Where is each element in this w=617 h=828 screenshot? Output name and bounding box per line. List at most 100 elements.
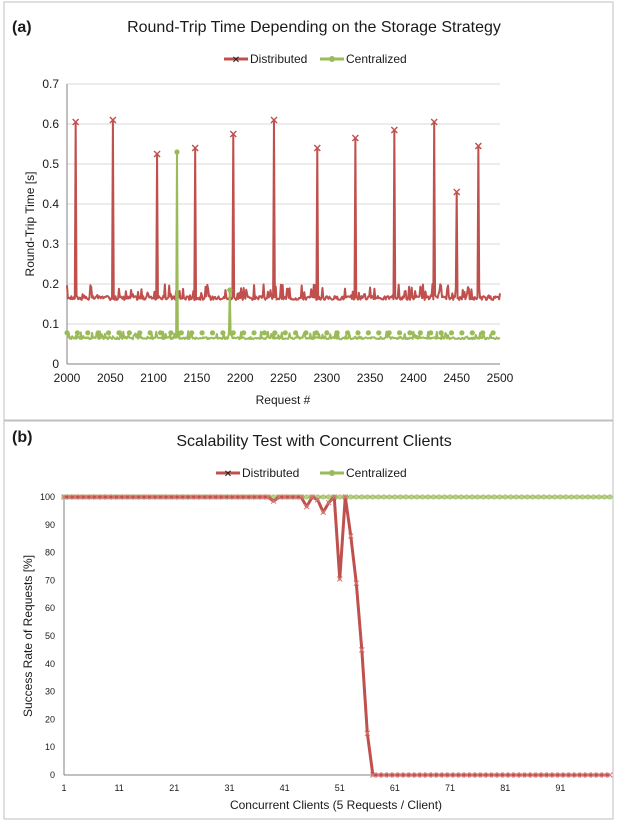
data-point bbox=[215, 494, 222, 500]
data-point bbox=[546, 494, 552, 500]
x-tick-label: 31 bbox=[224, 783, 234, 793]
data-point bbox=[126, 330, 132, 336]
panel-a-x-axis-label: Request # bbox=[256, 393, 311, 407]
data-point bbox=[551, 772, 558, 778]
data-point bbox=[189, 330, 195, 336]
data-point bbox=[320, 494, 326, 500]
data-point bbox=[403, 772, 409, 778]
data-point bbox=[204, 494, 211, 500]
data-point bbox=[64, 330, 70, 336]
data-point bbox=[99, 494, 106, 500]
data-point bbox=[292, 494, 299, 500]
data-point bbox=[287, 494, 293, 500]
data-point bbox=[342, 494, 349, 500]
data-point bbox=[314, 496, 321, 503]
data-point bbox=[381, 772, 387, 778]
x-tick-label: 21 bbox=[169, 783, 179, 793]
data-point bbox=[574, 772, 580, 778]
y-tick-label: 40 bbox=[45, 659, 55, 669]
data-point bbox=[502, 772, 509, 778]
data-point bbox=[220, 330, 226, 336]
data-point bbox=[419, 772, 426, 778]
panel-a-y-tick-labels: 0 0.1 0.2 0.3 0.4 0.5 0.6 0.7 bbox=[42, 77, 59, 371]
data-point bbox=[491, 494, 497, 500]
data-point bbox=[358, 647, 365, 653]
data-point bbox=[497, 494, 503, 500]
series-line bbox=[64, 495, 610, 777]
data-point bbox=[160, 494, 167, 500]
data-point bbox=[232, 494, 238, 500]
panel-a-title: Round-Trip Time Depending on the Storage… bbox=[127, 19, 501, 36]
x-tick-label: 2400 bbox=[400, 371, 427, 385]
data-point bbox=[390, 126, 398, 134]
data-point bbox=[336, 576, 343, 582]
data-point bbox=[182, 494, 189, 500]
panel-b-y-tick-labels: 0 10 20 30 40 50 60 70 80 90 100 bbox=[40, 492, 55, 780]
data-point bbox=[72, 494, 78, 500]
data-point bbox=[121, 494, 128, 500]
y-tick-label: 100 bbox=[40, 492, 55, 502]
data-point bbox=[326, 494, 332, 500]
x-tick-label: 2300 bbox=[313, 371, 340, 385]
data-point bbox=[507, 772, 514, 778]
data-point bbox=[176, 494, 183, 500]
data-point bbox=[474, 772, 481, 778]
data-point bbox=[331, 494, 338, 500]
data-point bbox=[552, 494, 558, 500]
y-tick-label: 0.2 bbox=[42, 277, 59, 291]
data-point bbox=[529, 772, 536, 778]
data-point bbox=[334, 330, 340, 336]
data-point bbox=[568, 772, 575, 778]
data-point bbox=[407, 330, 413, 336]
data-point bbox=[61, 494, 67, 500]
legend-a-distributed-label: Distributed bbox=[250, 52, 307, 66]
data-point bbox=[174, 149, 180, 155]
data-point bbox=[601, 772, 608, 778]
data-point bbox=[116, 494, 123, 500]
y-tick-label: 70 bbox=[45, 575, 55, 585]
data-point bbox=[590, 494, 596, 500]
y-tick-label: 50 bbox=[45, 631, 55, 641]
data-point bbox=[375, 494, 381, 500]
x-tick-label: 2500 bbox=[487, 371, 514, 385]
panel-a-x-tick-labels: 2000 2050 2100 2150 2200 2250 2300 2350 2400 2450… bbox=[54, 371, 514, 385]
legend-a-distributed-marker: ✕ bbox=[232, 55, 240, 66]
data-point bbox=[480, 772, 487, 778]
y-tick-label: 0.1 bbox=[42, 317, 59, 331]
y-tick-label: 0.5 bbox=[42, 157, 59, 171]
data-point bbox=[596, 494, 602, 500]
data-point bbox=[463, 772, 470, 778]
data-point bbox=[353, 580, 360, 587]
panel-a-label: (a) bbox=[12, 19, 32, 36]
panel-b-legend: ✕ Distributed Centralized bbox=[216, 466, 407, 480]
data-point bbox=[442, 494, 448, 500]
data-point bbox=[386, 494, 392, 500]
data-point bbox=[209, 330, 216, 336]
data-point bbox=[282, 330, 288, 336]
data-point bbox=[563, 494, 569, 500]
data-point bbox=[453, 188, 461, 196]
x-tick-label: 2000 bbox=[54, 371, 81, 385]
data-point bbox=[95, 330, 101, 336]
data-point bbox=[143, 494, 150, 500]
data-point bbox=[524, 772, 531, 778]
data-point bbox=[66, 494, 73, 500]
series-line bbox=[66, 151, 501, 341]
panel-a-legend: ✕ Distributed Centralized bbox=[224, 52, 407, 66]
x-tick-label: 2450 bbox=[443, 371, 470, 385]
x-tick-label: 91 bbox=[555, 783, 565, 793]
legend-a-centralized-label: Centralized bbox=[346, 52, 407, 66]
data-point bbox=[513, 772, 520, 778]
data-point bbox=[147, 330, 153, 336]
data-point bbox=[313, 144, 321, 152]
data-point bbox=[541, 494, 547, 500]
data-point bbox=[585, 772, 591, 778]
data-point bbox=[376, 330, 382, 336]
data-point bbox=[105, 494, 111, 500]
data-point bbox=[259, 494, 266, 500]
data-point bbox=[127, 494, 134, 500]
data-point bbox=[254, 494, 260, 500]
data-point bbox=[496, 772, 503, 778]
data-point bbox=[540, 772, 547, 778]
data-point bbox=[229, 130, 237, 138]
